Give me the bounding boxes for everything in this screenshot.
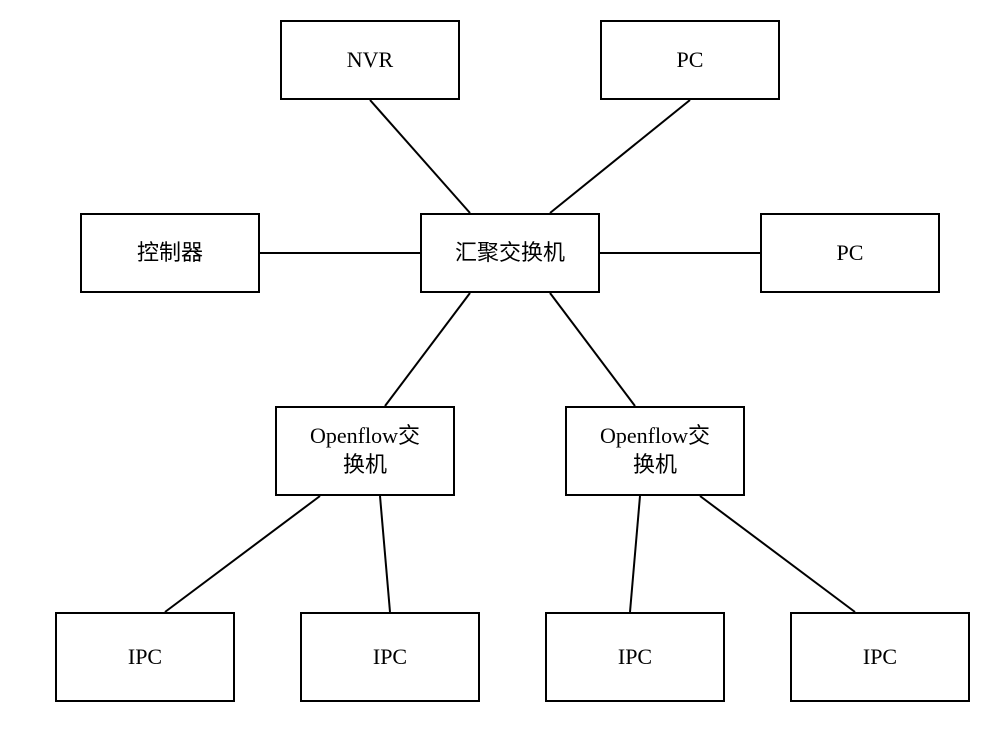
- node-label: NVR: [347, 46, 393, 75]
- node-label: IPC: [128, 643, 162, 672]
- node-agg_switch: 汇聚交换机: [420, 213, 600, 293]
- node-label: Openflow交 换机: [310, 422, 420, 479]
- edge-agg_switch-of_sw_r: [550, 293, 635, 406]
- edge-agg_switch-nvr: [370, 100, 470, 213]
- node-label: 控制器: [137, 239, 203, 268]
- edge-agg_switch-of_sw_l: [385, 293, 470, 406]
- node-nvr: NVR: [280, 20, 460, 100]
- edge-agg_switch-pc_top: [550, 100, 690, 213]
- node-of_sw_l: Openflow交 换机: [275, 406, 455, 496]
- node-ipc_4: IPC: [790, 612, 970, 702]
- node-label: Openflow交 换机: [600, 422, 710, 479]
- node-ipc_1: IPC: [55, 612, 235, 702]
- node-ipc_2: IPC: [300, 612, 480, 702]
- node-label: PC: [837, 239, 864, 268]
- edge-of_sw_r-ipc_4: [700, 496, 855, 612]
- node-label: IPC: [863, 643, 897, 672]
- edge-of_sw_l-ipc_1: [165, 496, 320, 612]
- edge-of_sw_l-ipc_2: [380, 496, 390, 612]
- edge-of_sw_r-ipc_3: [630, 496, 640, 612]
- node-controller: 控制器: [80, 213, 260, 293]
- node-of_sw_r: Openflow交 换机: [565, 406, 745, 496]
- node-pc_top: PC: [600, 20, 780, 100]
- node-label: IPC: [373, 643, 407, 672]
- diagram-canvas: NVR PC 控制器 汇聚交换机 PC Openflow交 换机 Openflow交 换机 I…: [0, 0, 1000, 742]
- node-label: 汇聚交换机: [455, 239, 565, 268]
- node-label: PC: [677, 46, 704, 75]
- node-pc_right: PC: [760, 213, 940, 293]
- node-ipc_3: IPC: [545, 612, 725, 702]
- node-label: IPC: [618, 643, 652, 672]
